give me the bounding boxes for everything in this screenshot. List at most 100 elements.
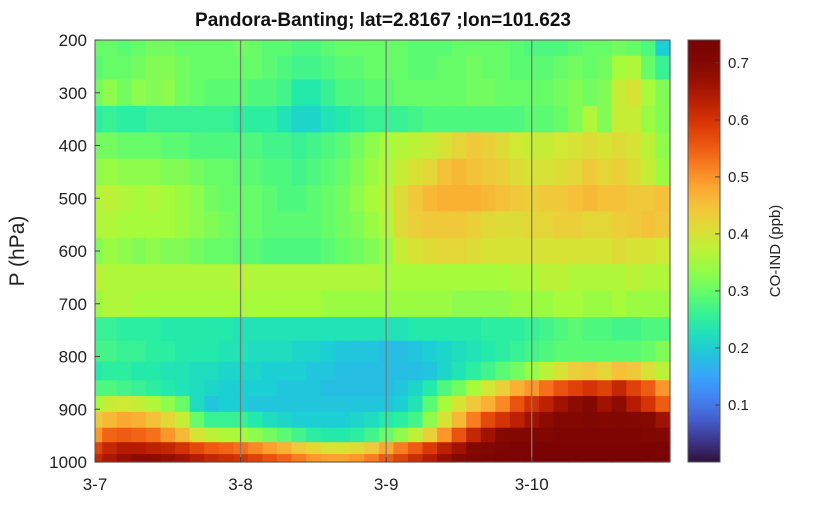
heatmap-cell bbox=[189, 55, 205, 81]
heatmap-cell bbox=[393, 427, 409, 443]
heatmap-cell bbox=[175, 316, 191, 342]
heatmap-cell bbox=[189, 79, 205, 107]
heatmap-cell bbox=[102, 316, 118, 342]
heatmap-cell bbox=[116, 380, 132, 397]
heatmap-cell bbox=[568, 290, 584, 318]
heatmap-cell bbox=[495, 55, 511, 81]
heatmap-cell bbox=[102, 290, 118, 318]
heatmap-cell bbox=[145, 79, 162, 107]
heatmap-cell bbox=[306, 454, 322, 463]
heatmap-cell bbox=[102, 185, 118, 213]
heatmap-cell bbox=[509, 55, 526, 81]
heatmap-cell bbox=[437, 132, 453, 160]
heatmap-cell bbox=[247, 340, 264, 363]
heatmap-cell bbox=[145, 316, 162, 342]
heatmap-cell bbox=[568, 237, 584, 265]
heatmap-cell bbox=[568, 396, 584, 413]
heatmap-cell bbox=[276, 361, 293, 381]
heatmap-cell bbox=[407, 105, 424, 133]
heatmap-cell bbox=[407, 211, 424, 239]
heatmap-cell bbox=[393, 211, 409, 239]
heatmap-cell bbox=[480, 340, 496, 363]
heatmap-cell bbox=[364, 411, 380, 429]
heatmap-cell bbox=[597, 411, 613, 429]
heatmap-cell bbox=[204, 237, 220, 265]
heatmap-cell bbox=[422, 361, 438, 381]
heatmap-cell bbox=[451, 454, 467, 463]
y-tick-label: 600 bbox=[59, 242, 87, 261]
heatmap-cell bbox=[582, 105, 598, 133]
heatmap-cell bbox=[422, 427, 438, 443]
heatmap-cell bbox=[597, 185, 613, 213]
heatmap-cell bbox=[320, 55, 336, 81]
heatmap-cell bbox=[655, 79, 671, 107]
heatmap-cell bbox=[349, 185, 365, 213]
heatmap-cell bbox=[291, 237, 307, 265]
heatmap-cell bbox=[189, 105, 205, 133]
heatmap-cell bbox=[451, 237, 467, 265]
heatmap-cell bbox=[160, 454, 176, 463]
heatmap-cell bbox=[568, 454, 584, 463]
heatmap-cell bbox=[364, 40, 380, 57]
heatmap-cell bbox=[422, 40, 438, 57]
heatmap-cell bbox=[160, 105, 176, 133]
heatmap-cell bbox=[247, 361, 264, 381]
heatmap-cell bbox=[116, 158, 132, 186]
heatmap-cell bbox=[451, 361, 467, 381]
heatmap-cell bbox=[451, 158, 467, 186]
heatmap-cell bbox=[407, 340, 424, 363]
heatmap-cell bbox=[320, 411, 336, 429]
heatmap-cell bbox=[568, 211, 584, 239]
heatmap-cell bbox=[349, 237, 365, 265]
heatmap-cell bbox=[568, 158, 584, 186]
heatmap-cell bbox=[655, 411, 671, 429]
heatmap-cell bbox=[160, 380, 176, 397]
heatmap-cell bbox=[640, 340, 657, 363]
heatmap-cell bbox=[393, 132, 409, 160]
heatmap-cell bbox=[306, 361, 322, 381]
heatmap-cell bbox=[466, 380, 482, 397]
x-tick-label: 3-7 bbox=[83, 475, 108, 494]
heatmap-cell bbox=[466, 396, 482, 413]
heatmap-cell bbox=[582, 411, 598, 429]
heatmap-cell bbox=[189, 211, 205, 239]
heatmap-cell bbox=[276, 132, 293, 160]
heatmap-cell bbox=[364, 427, 380, 443]
heatmap-cell bbox=[116, 237, 132, 265]
heatmap-cell bbox=[626, 454, 642, 463]
heatmap-cell bbox=[597, 264, 613, 292]
heatmap-cell bbox=[466, 211, 482, 239]
heatmap-cell bbox=[582, 237, 598, 265]
heatmap-cell bbox=[422, 132, 438, 160]
heatmap-cell bbox=[407, 411, 424, 429]
heatmap-cell bbox=[335, 132, 351, 160]
y-axis-label: P (hPa) bbox=[6, 216, 29, 287]
heatmap-cell bbox=[640, 454, 657, 463]
y-tick-label: 500 bbox=[59, 189, 87, 208]
heatmap-cell bbox=[451, 264, 467, 292]
heatmap-cell bbox=[451, 340, 467, 363]
heatmap-cell bbox=[218, 79, 234, 107]
heatmap-cell bbox=[320, 396, 336, 413]
colorbar-tick-label: 0.2 bbox=[728, 340, 749, 357]
heatmap-cell bbox=[480, 290, 496, 318]
heatmap-cell bbox=[335, 361, 351, 381]
heatmap-cell bbox=[466, 361, 482, 381]
heatmap-cell bbox=[204, 105, 220, 133]
heatmap-cell bbox=[131, 211, 147, 239]
heatmap-cell bbox=[160, 132, 176, 160]
heatmap-cell bbox=[306, 396, 322, 413]
heatmap-cell bbox=[95, 40, 103, 57]
heatmap-cell bbox=[509, 132, 526, 160]
heatmap-cell bbox=[306, 105, 322, 133]
heatmap-cell bbox=[175, 454, 191, 463]
heatmap-cell bbox=[655, 211, 671, 239]
heatmap-cell bbox=[451, 411, 467, 429]
heatmap-cell bbox=[553, 454, 569, 463]
heatmap-cell bbox=[364, 132, 380, 160]
heatmap-cell bbox=[626, 105, 642, 133]
heatmap-cell bbox=[538, 396, 555, 413]
heatmap-cell bbox=[291, 361, 307, 381]
heatmap-cell bbox=[218, 454, 234, 463]
heatmap-cell bbox=[582, 316, 598, 342]
